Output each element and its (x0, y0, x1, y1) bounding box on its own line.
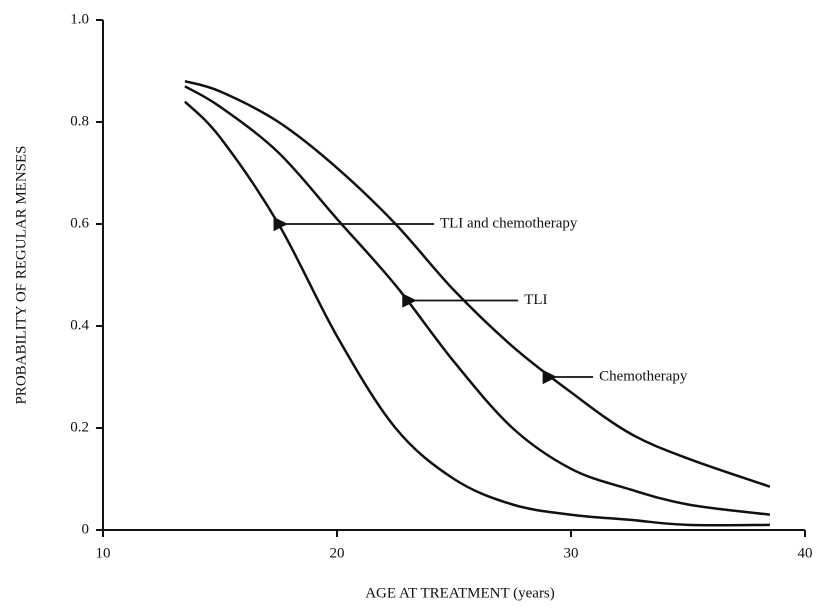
y-tick-label: 0.2 (70, 419, 89, 435)
y-tick-label: 0.6 (70, 215, 89, 231)
annotation-text: TLI (524, 292, 547, 308)
x-tick-label: 30 (564, 545, 579, 561)
line (184, 100, 770, 527)
annotation-text: TLI and chemotherapy (440, 215, 578, 231)
line (184, 85, 771, 516)
x-tick-label: 10 (96, 545, 111, 561)
annotation-text: Chemotherapy (599, 368, 688, 384)
x-axis-label: AGE AT TREATMENT (years) (365, 585, 555, 601)
line (184, 79, 771, 488)
y-tick-label: 1.0 (70, 11, 89, 27)
y-tick-label: 0.8 (70, 113, 89, 129)
x-tick-label: 20 (330, 545, 345, 561)
x-tick-label: 40 (798, 545, 813, 561)
y-tick-label: 0.4 (70, 317, 89, 333)
y-axis-label: PROBABILITY OF REGULAR MENSES (13, 145, 29, 404)
y-tick-label: 0 (82, 521, 90, 537)
